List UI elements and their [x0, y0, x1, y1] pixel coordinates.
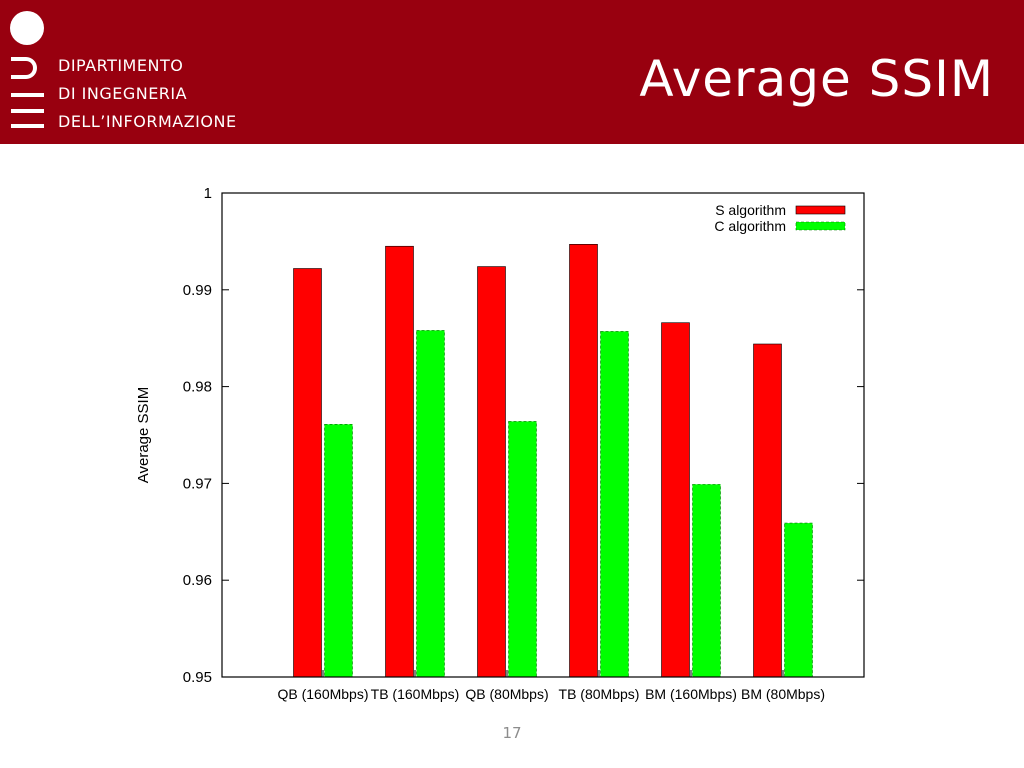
legend-swatch [795, 205, 846, 215]
x-tick-label: TB (160Mbps) [371, 686, 460, 702]
bar-s-algorithm [385, 245, 414, 678]
logo-dot-icon [10, 11, 44, 45]
logo-bar-icon [11, 93, 44, 97]
bar-c-algorithm [508, 421, 537, 678]
y-axis-label: Average SSIM [135, 387, 152, 483]
slide-title: Average SSIM [639, 50, 994, 108]
y-tick-label: 0.96 [183, 572, 212, 589]
bar-s-algorithm [753, 343, 782, 678]
slide-header: DIPARTIMENTO DI INGEGNERIA DELL’INFORMAZ… [0, 0, 1024, 144]
y-tick-label: 0.95 [183, 669, 212, 686]
legend-label: S algorithm [715, 202, 786, 218]
logo-bar-icon [11, 109, 44, 113]
y-tick-label: 1 [204, 185, 212, 202]
bar-c-algorithm [324, 424, 353, 678]
x-tick-label: BM (160Mbps) [645, 686, 737, 702]
bar-s-algorithm [293, 268, 322, 678]
page-number: 17 [502, 724, 522, 742]
dept-line-2: DI INGEGNERIA [58, 84, 188, 103]
y-tick-label: 0.98 [183, 379, 212, 396]
y-tick-label: 0.99 [183, 282, 212, 299]
y-tick-label: 0.97 [183, 475, 212, 492]
bar-c-algorithm [784, 522, 813, 678]
x-tick-label: QB (160Mbps) [277, 686, 368, 702]
plot-frame [221, 192, 865, 678]
x-tick-label: QB (80Mbps) [465, 686, 548, 702]
dept-line-1: DIPARTIMENTO [58, 56, 184, 75]
bar-s-algorithm [661, 322, 690, 678]
legend-label: C algorithm [714, 218, 786, 234]
x-tick-label: TB (80Mbps) [559, 686, 640, 702]
x-tick-label: BM (80Mbps) [741, 686, 825, 702]
bar-s-algorithm [477, 266, 506, 678]
bar-s-algorithm [569, 244, 598, 678]
legend-swatch [795, 221, 846, 231]
logo-bar-icon [11, 124, 44, 128]
bar-c-algorithm [416, 330, 445, 678]
dept-line-3: DELL’INFORMAZIONE [58, 112, 237, 131]
bar-c-algorithm [600, 331, 629, 678]
bar-c-algorithm [692, 484, 721, 678]
logo-arc-icon [11, 57, 37, 79]
